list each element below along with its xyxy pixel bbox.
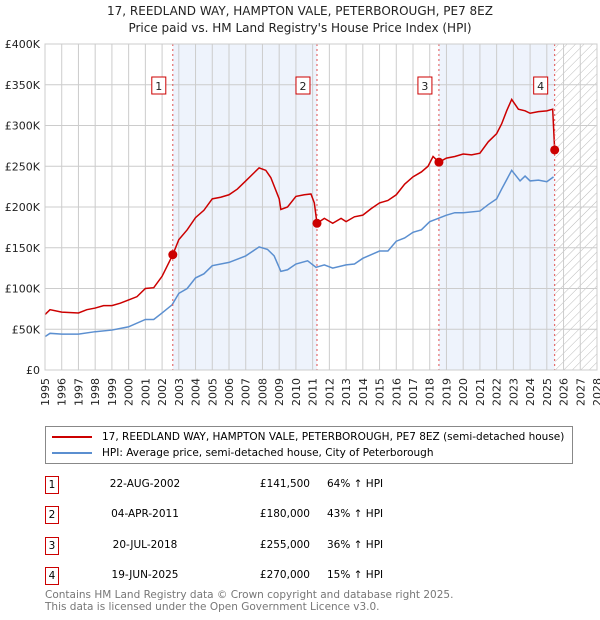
sale-price: £255,000 bbox=[259, 539, 310, 551]
sale-price: £141,500 bbox=[259, 478, 310, 490]
x-tick-label: 1995 bbox=[39, 378, 52, 406]
x-tick-label: 2009 bbox=[273, 378, 286, 406]
sale-hpi-diff: 64% ↑ HPI bbox=[327, 478, 384, 490]
sale-label: 1 bbox=[155, 80, 162, 93]
sale-label-box bbox=[533, 76, 549, 95]
chart-title: 17, REEDLAND WAY, HAMPTON VALE, PETERBOR… bbox=[107, 4, 493, 18]
sale-hpi-diff: 36% ↑ HPI bbox=[327, 539, 384, 551]
footer-licence: This data is licensed under the Open Gov… bbox=[45, 601, 380, 613]
legend-swatch-blue bbox=[52, 452, 92, 454]
chart-subtitle: Price paid vs. HM Land Registry's House … bbox=[128, 21, 472, 35]
plot-frame bbox=[44, 43, 598, 371]
legend: 17, REEDLAND WAY, HAMPTON VALE, PETERBOR… bbox=[45, 426, 573, 464]
x-tick-label: 2026 bbox=[558, 378, 571, 406]
sale-date: 19-JUN-2025 bbox=[111, 569, 179, 581]
x-tick-label: 2007 bbox=[240, 378, 253, 406]
sale-label-box bbox=[417, 76, 433, 95]
sale-row: 4 19-JUN-2025 £270,000 15% ↑ HPI bbox=[45, 567, 445, 587]
y-tick-label: £150K bbox=[5, 242, 41, 255]
y-tick-label: £400K bbox=[5, 38, 41, 51]
x-tick-label: 2022 bbox=[491, 378, 504, 406]
x-tick-label: 2011 bbox=[307, 378, 320, 406]
sale-number-badge: 3 bbox=[45, 537, 59, 555]
x-tick-label: 2001 bbox=[139, 378, 152, 406]
x-tick-label: 2005 bbox=[206, 378, 219, 406]
x-tick-label: 2006 bbox=[223, 378, 236, 406]
sale-price: £270,000 bbox=[259, 569, 310, 581]
sale-date: 22-AUG-2002 bbox=[109, 478, 181, 490]
x-tick-label: 2014 bbox=[357, 378, 370, 406]
y-tick-label: £300K bbox=[5, 120, 41, 133]
y-tick-label: £200K bbox=[5, 201, 41, 214]
sale-number-badge: 4 bbox=[45, 567, 59, 585]
x-tick-label: 2015 bbox=[374, 378, 387, 406]
x-tick-label: 1998 bbox=[89, 378, 102, 406]
sale-row: 3 20-JUL-2018 £255,000 36% ↑ HPI bbox=[45, 537, 445, 557]
sale-date: 20-JUL-2018 bbox=[112, 539, 178, 551]
sale-row: 1 22-AUG-2002 £141,500 64% ↑ HPI bbox=[45, 476, 445, 496]
y-tick-label: £100K bbox=[5, 283, 41, 296]
sale-price: £180,000 bbox=[259, 508, 310, 520]
y-tick-label: £250K bbox=[5, 160, 41, 173]
sale-point bbox=[550, 145, 560, 155]
sale-number-badge: 1 bbox=[45, 476, 59, 494]
x-tick-label: 2023 bbox=[507, 378, 520, 406]
legend-label: HPI: Average price, semi-detached house,… bbox=[102, 447, 434, 459]
x-tick-label: 2012 bbox=[323, 378, 336, 406]
sale-label-box bbox=[295, 76, 311, 95]
legend-swatch-red bbox=[52, 436, 92, 438]
x-tick-label: 1996 bbox=[56, 378, 69, 406]
sale-point bbox=[434, 157, 444, 167]
x-tick-label: 2018 bbox=[424, 378, 437, 406]
sale-number-badge: 2 bbox=[45, 506, 59, 524]
hpi-line bbox=[44, 168, 554, 338]
x-tick-label: 2025 bbox=[541, 378, 554, 406]
legend-label: 17, REEDLAND WAY, HAMPTON VALE, PETERBOR… bbox=[102, 431, 565, 443]
x-tick-label: 2002 bbox=[156, 378, 169, 406]
sale-label: 3 bbox=[421, 80, 428, 93]
sale-hpi-diff: 15% ↑ HPI bbox=[327, 569, 384, 581]
x-tick-label: 2027 bbox=[574, 378, 587, 406]
legend-item-property: 17, REEDLAND WAY, HAMPTON VALE, PETERBOR… bbox=[52, 429, 564, 445]
sale-hpi-diff: 43% ↑ HPI bbox=[327, 508, 384, 520]
sale-row: 2 04-APR-2011 £180,000 43% ↑ HPI bbox=[45, 506, 445, 526]
y-tick-label: £50K bbox=[12, 323, 41, 336]
y-tick-label: £0 bbox=[26, 364, 40, 377]
legend-item-hpi: HPI: Average price, semi-detached house,… bbox=[52, 445, 434, 461]
x-tick-label: 2021 bbox=[474, 378, 487, 406]
x-tick-label: 2010 bbox=[290, 378, 303, 406]
sale-label: 4 bbox=[537, 80, 544, 93]
property-price-line bbox=[44, 97, 556, 316]
sale-label: 2 bbox=[299, 80, 306, 93]
sale-point bbox=[168, 250, 178, 260]
x-tick-label: 2003 bbox=[173, 378, 186, 406]
sale-label-box bbox=[151, 76, 167, 95]
x-tick-label: 2008 bbox=[256, 378, 269, 406]
sale-point bbox=[312, 218, 322, 228]
sale-date: 04-APR-2011 bbox=[111, 508, 179, 520]
x-tick-label: 1999 bbox=[106, 378, 119, 406]
price-chart: 1995 1996 1997 1998 1999 2000 2001 2002 2003 2004… bbox=[5, 38, 600, 406]
x-tick-label: 2024 bbox=[524, 378, 537, 406]
x-tick-label: 2013 bbox=[340, 378, 353, 406]
y-tick-label: £350K bbox=[5, 79, 41, 92]
x-tick-label: 2000 bbox=[123, 378, 136, 406]
footer-copyright: Contains HM Land Registry data © Crown c… bbox=[45, 589, 454, 601]
x-tick-label: 2028 bbox=[591, 378, 600, 406]
x-tick-label: 2016 bbox=[390, 378, 403, 406]
x-tick-label: 2019 bbox=[440, 378, 453, 406]
x-tick-label: 2004 bbox=[190, 378, 203, 406]
x-tick-label: 1997 bbox=[72, 378, 85, 406]
x-tick-label: 2017 bbox=[407, 378, 420, 406]
x-tick-label: 2020 bbox=[457, 378, 470, 406]
